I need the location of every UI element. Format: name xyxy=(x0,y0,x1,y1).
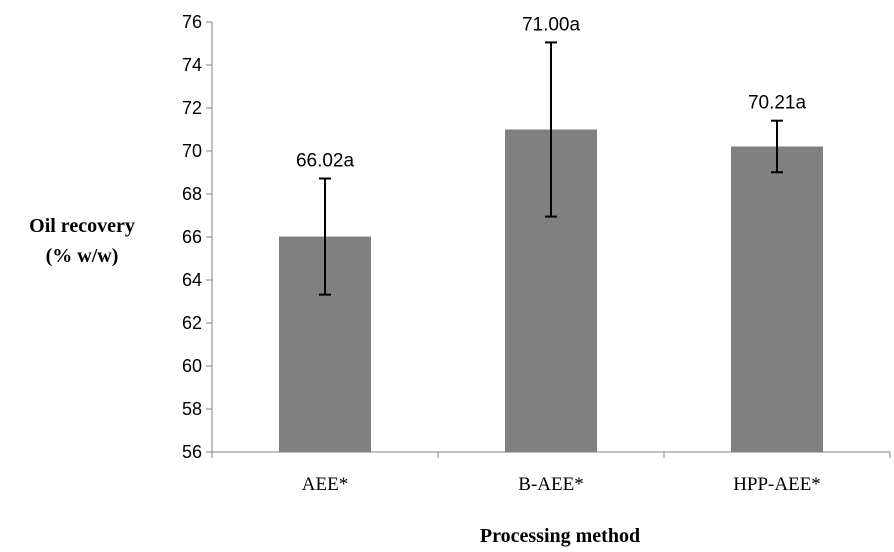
y-axis-title-line-2: (% w/w) xyxy=(46,245,119,267)
x-tick-label: AEE* xyxy=(302,474,348,495)
data-label: 66.02a xyxy=(296,151,355,172)
y-axis-title-line-1: Oil recovery xyxy=(29,215,135,237)
y-tick-label: 56 xyxy=(182,442,202,462)
y-tick-label: 72 xyxy=(182,98,202,118)
y-tick-label: 70 xyxy=(182,141,202,161)
x-axis: AEE* B-AEE* HPP-AEE* xyxy=(211,451,891,495)
y-tick-label: 62 xyxy=(182,313,202,333)
y-tick-label: 64 xyxy=(182,270,202,290)
y-tick-label: 60 xyxy=(182,356,202,376)
data-label: 71.00a xyxy=(522,14,581,35)
y-tick-label: 76 xyxy=(182,12,202,32)
y-tick-label: 58 xyxy=(182,399,202,419)
bar xyxy=(731,146,823,453)
data-label: 70.21a xyxy=(748,93,807,114)
bars: 66.02a 71.00a 70.21a xyxy=(279,14,823,453)
x-tick-label: HPP-AEE* xyxy=(733,474,821,495)
y-tick-label: 74 xyxy=(182,55,202,75)
x-tick-label: B-AEE* xyxy=(518,474,583,495)
y-axis: 56 58 60 62 64 66 68 70 72 74 76 xyxy=(182,12,213,462)
y-tick-label: 66 xyxy=(182,227,202,247)
x-axis-title: Processing method xyxy=(480,525,640,547)
y-tick-label: 68 xyxy=(182,184,202,204)
